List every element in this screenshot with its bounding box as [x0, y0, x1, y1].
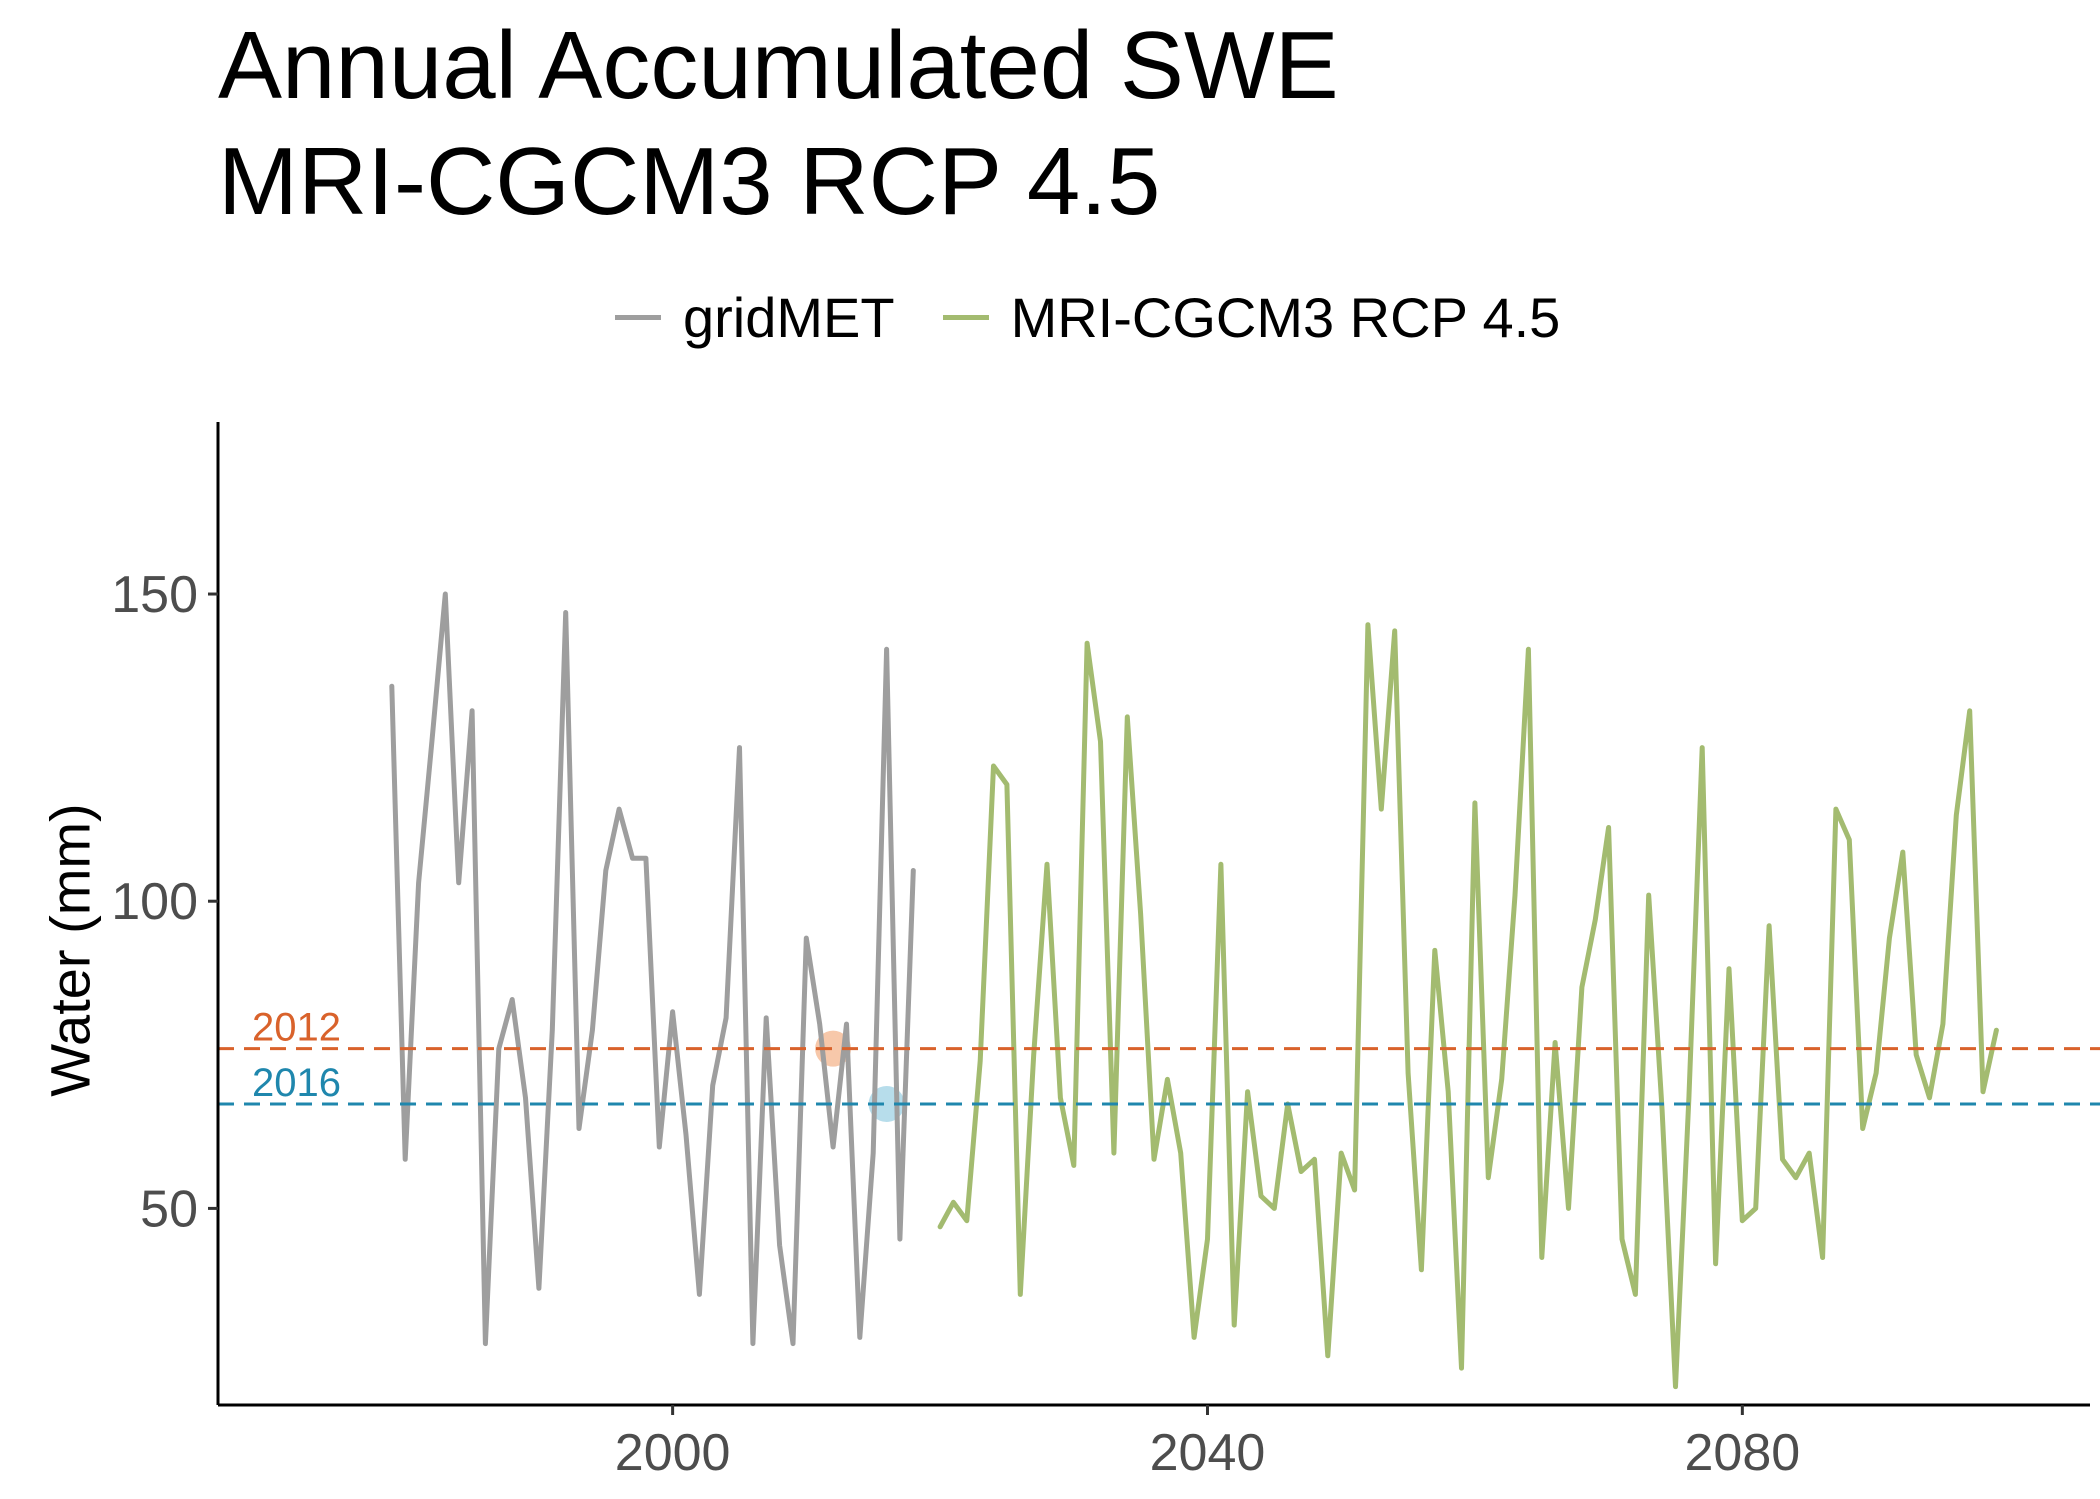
y-tick-label-50: 50: [140, 1180, 198, 1238]
chart-title: Annual Accumulated SWE MRI-CGCM3 RCP 4.5: [218, 8, 1339, 240]
legend-item-gridmet: gridMET: [615, 285, 895, 350]
legend: gridMET MRI-CGCM3 RCP 4.5: [615, 282, 1608, 352]
chart-title-line1: Annual Accumulated SWE: [218, 12, 1339, 119]
legend-label-gridmet: gridMET: [683, 285, 895, 349]
legend-key-rcp45: [942, 314, 989, 320]
chart-title-line2: MRI-CGCM3 RCP 4.5: [218, 128, 1161, 235]
legend-key-gridmet: [615, 314, 661, 320]
legend-item-rcp45: MRI-CGCM3 RCP 4.5: [942, 285, 1561, 350]
series-line-0: [389, 591, 916, 1347]
y-tick-label-100: 100: [111, 873, 198, 931]
x-tick-label-2080: 2080: [1684, 1424, 1800, 1482]
series-line-1: [937, 622, 1999, 1390]
legend-label-rcp45: MRI-CGCM3 RCP 4.5: [1010, 285, 1561, 349]
reference-label-2016: 2016: [252, 1061, 341, 1105]
x-tick-label-2040: 2040: [1150, 1424, 1266, 1482]
x-tick-label-2000: 2000: [615, 1424, 731, 1482]
y-tick-label-150: 150: [111, 566, 198, 624]
reference-label-2012: 2012: [252, 1006, 341, 1050]
